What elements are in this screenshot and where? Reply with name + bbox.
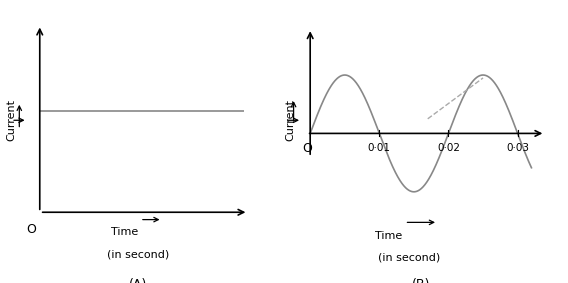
Text: Current: Current	[285, 99, 295, 141]
Text: O: O	[27, 223, 36, 236]
Text: 0·01: 0·01	[368, 143, 391, 153]
Text: Current: Current	[6, 99, 16, 141]
Text: (B): (B)	[412, 278, 431, 283]
Text: 0·02: 0·02	[437, 143, 460, 153]
Text: O: O	[302, 142, 312, 155]
Text: (in second): (in second)	[378, 253, 440, 263]
Text: (in second): (in second)	[107, 249, 169, 259]
Text: (A): (A)	[129, 278, 147, 283]
Text: 0·03: 0·03	[506, 143, 529, 153]
Text: Time: Time	[111, 227, 138, 237]
Text: Time: Time	[375, 231, 402, 241]
